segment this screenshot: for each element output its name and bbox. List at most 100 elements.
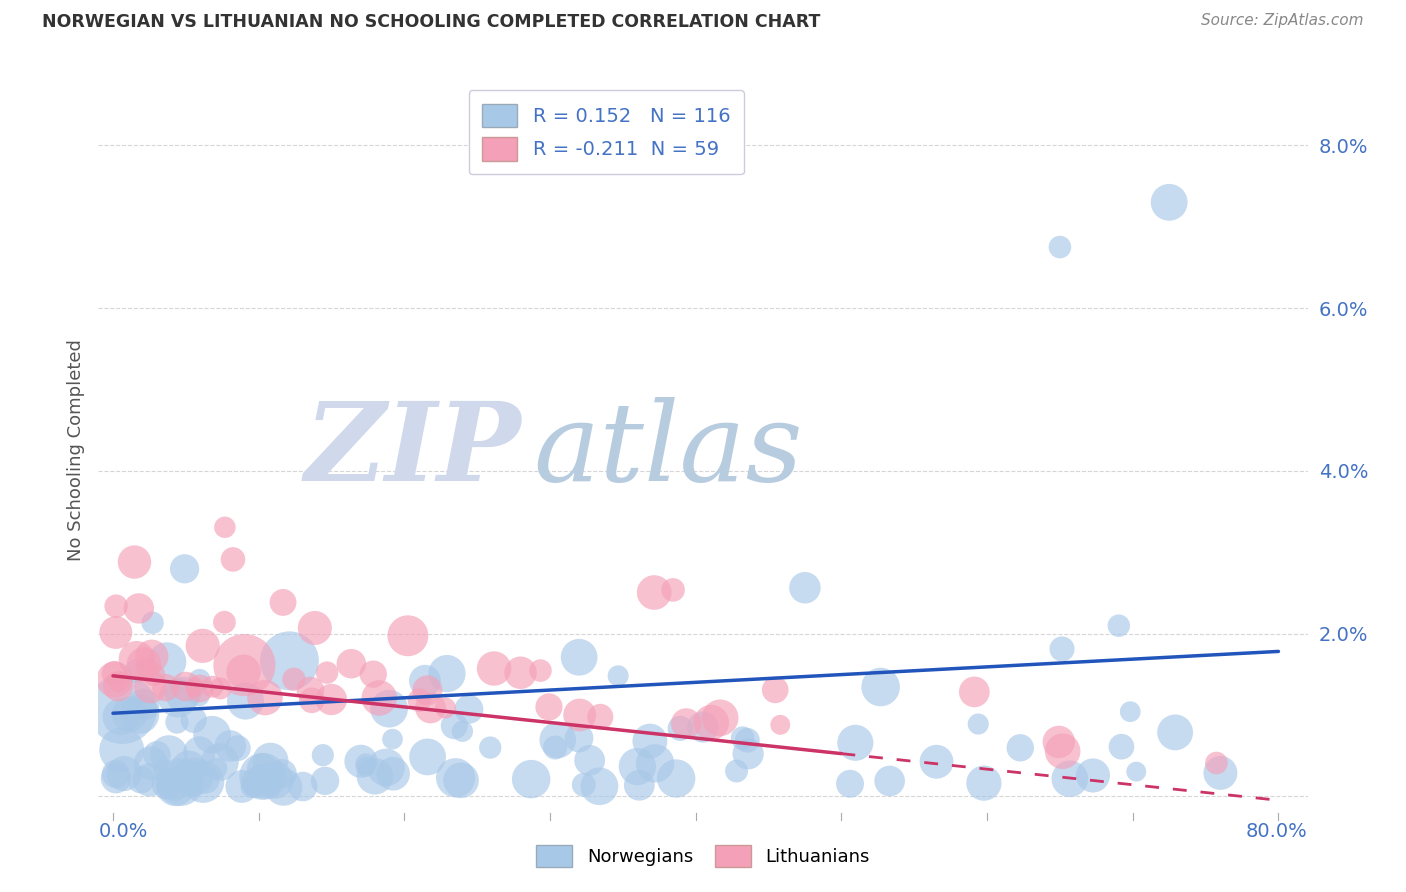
Text: 80.0%: 80.0%	[1246, 822, 1308, 841]
Point	[103, 673, 125, 687]
Point	[413, 673, 436, 688]
Point	[381, 732, 404, 747]
Point	[139, 680, 162, 694]
Point	[1059, 772, 1081, 786]
Point	[869, 680, 891, 694]
Point	[118, 707, 141, 722]
Point	[132, 698, 155, 712]
Point	[250, 769, 273, 783]
Point	[142, 667, 165, 681]
Point	[973, 776, 995, 790]
Point	[104, 625, 127, 640]
Point	[963, 685, 986, 699]
Point	[233, 658, 256, 673]
Point	[263, 772, 285, 787]
Point	[188, 681, 211, 696]
Point	[172, 688, 194, 702]
Point	[529, 664, 551, 678]
Point	[135, 661, 157, 675]
Point	[157, 747, 180, 761]
Point	[568, 708, 591, 723]
Point	[1209, 766, 1232, 780]
Point	[139, 756, 162, 771]
Point	[416, 750, 439, 764]
Point	[110, 710, 132, 724]
Point	[665, 772, 688, 786]
Point	[675, 716, 697, 731]
Point	[568, 650, 591, 665]
Point	[408, 693, 430, 707]
Point	[219, 739, 242, 753]
Point	[737, 747, 759, 761]
Point	[103, 666, 125, 681]
Point	[434, 701, 457, 715]
Point	[479, 740, 502, 755]
Point	[638, 734, 661, 748]
Point	[700, 715, 723, 730]
Point	[709, 711, 731, 725]
Point	[644, 756, 666, 771]
Point	[194, 772, 217, 787]
Point	[209, 681, 232, 696]
Point	[128, 707, 150, 722]
Point	[291, 780, 314, 794]
Legend: R = 0.152   N = 116, R = -0.211  N = 59: R = 0.152 N = 116, R = -0.211 N = 59	[468, 90, 744, 175]
Point	[191, 774, 214, 789]
Point	[208, 755, 231, 769]
Point	[283, 672, 305, 686]
Point	[1164, 725, 1187, 739]
Y-axis label: No Schooling Completed: No Schooling Completed	[66, 340, 84, 561]
Point	[568, 731, 591, 746]
Point	[520, 772, 543, 786]
Point	[246, 775, 269, 789]
Point	[1125, 764, 1147, 779]
Point	[340, 657, 363, 671]
Point	[416, 683, 439, 698]
Point	[509, 665, 531, 680]
Point	[382, 766, 405, 780]
Point	[105, 599, 128, 614]
Point	[314, 773, 336, 788]
Point	[254, 776, 277, 790]
Point	[628, 778, 651, 792]
Point	[1108, 618, 1130, 632]
Point	[271, 595, 294, 609]
Point	[626, 759, 648, 773]
Point	[240, 780, 263, 794]
Legend: Norwegians, Lithuanians: Norwegians, Lithuanians	[529, 838, 877, 874]
Point	[436, 666, 458, 681]
Point	[419, 701, 441, 715]
Point	[183, 713, 205, 727]
Point	[104, 767, 127, 781]
Point	[643, 585, 665, 599]
Point	[188, 673, 211, 687]
Point	[128, 601, 150, 615]
Point	[1050, 642, 1073, 657]
Point	[1081, 768, 1104, 782]
Point	[226, 741, 249, 756]
Point	[967, 717, 990, 731]
Point	[191, 639, 214, 653]
Point	[177, 761, 200, 775]
Point	[259, 754, 281, 768]
Point	[737, 733, 759, 747]
Point	[375, 760, 398, 774]
Point	[844, 736, 866, 750]
Point	[299, 683, 322, 698]
Text: Source: ZipAtlas.com: Source: ZipAtlas.com	[1201, 13, 1364, 29]
Point	[482, 661, 505, 675]
Point	[692, 720, 714, 734]
Point	[451, 724, 474, 739]
Point	[125, 652, 148, 666]
Point	[169, 775, 191, 789]
Point	[166, 714, 188, 729]
Point	[763, 682, 786, 697]
Point	[364, 769, 387, 783]
Point	[1049, 240, 1071, 254]
Point	[253, 690, 276, 705]
Point	[544, 740, 567, 755]
Point	[368, 690, 391, 705]
Point	[1205, 756, 1227, 770]
Point	[1052, 744, 1074, 758]
Point	[188, 745, 211, 759]
